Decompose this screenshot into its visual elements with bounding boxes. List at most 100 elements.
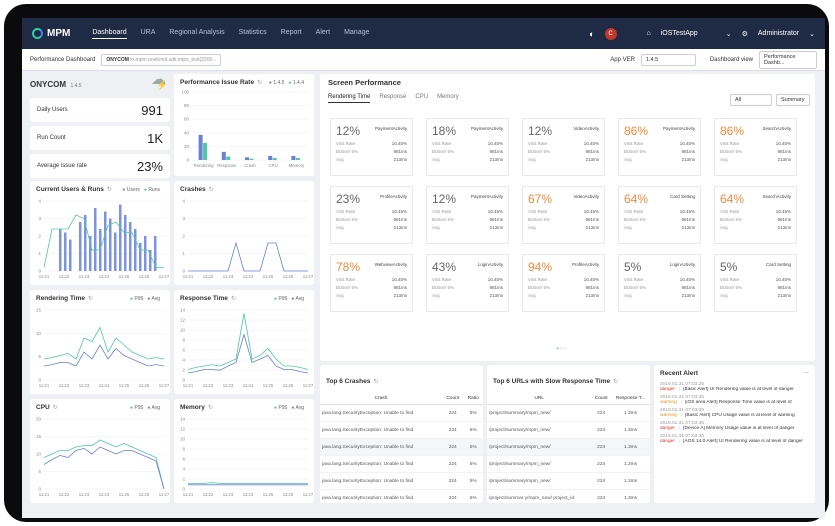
metric-value: 981ms	[777, 285, 791, 290]
appver-select[interactable]: 1.4.5	[640, 53, 696, 66]
screen-perf-title: Screen Performance	[328, 78, 401, 87]
table-row[interactable]: java.lang.SecurityException: Unable to f…	[320, 404, 483, 422]
cell-metric-row: Bottom 5% 981ms	[528, 149, 599, 154]
y-tick: 3	[38, 216, 41, 221]
brand-logo[interactable]: MPM	[32, 28, 70, 39]
table-row[interactable]: java.lang.SecurityException: Unable to f…	[320, 455, 483, 473]
legend-dot: ●	[130, 295, 135, 302]
cell-percent: 43%	[432, 260, 457, 274]
screen-perf-cell[interactable]: 23% ProfileActivity Visit Rate 10.45% Bottom…	[330, 186, 413, 244]
table-cell: 224	[591, 455, 612, 473]
shield-icon[interactable]: ◐	[589, 28, 595, 39]
cell-metric-row: Bottom 5% 981ms	[624, 285, 695, 290]
nav-item-manage[interactable]: Manage	[344, 28, 370, 36]
table-row[interactable]: java.lang.SecurityException: Unable to f…	[320, 421, 483, 439]
app-header: ONYCOM 1.4.5 ☁ ⚡	[30, 71, 170, 96]
nav-item-report[interactable]: Report	[280, 28, 302, 36]
more-icon[interactable]: ···	[803, 370, 809, 376]
dashview-select[interactable]: Performance Dashb...	[759, 50, 817, 69]
alert-item[interactable]: 2019.01.31 07:03:36 warning | [iOS area Ale…	[660, 395, 809, 405]
app-package-field[interactable]: ONYCOM io.mpm.oneknnd.sdk.mtps_test(2200…	[101, 53, 222, 66]
pagination-dots[interactable]: ●○○	[556, 346, 567, 352]
alert-item[interactable]: 2019.01.31 07:03:36 danger | [Basic Alert] …	[660, 382, 809, 392]
app-name: ONYCOM	[30, 80, 66, 89]
screen-perf-cell[interactable]: 86% SearchActivity Visit Rate 10.45% Bottom …	[714, 118, 797, 176]
cell-metric-row: Avg 213ms	[432, 293, 503, 298]
y-tick: 2	[182, 477, 185, 482]
screen-perf-cell[interactable]: 86% PaymentActivity Visit Rate 10.45% Bottom…	[618, 118, 701, 176]
refresh-icon[interactable]: ↻	[52, 405, 58, 411]
refresh-icon[interactable]: ↻	[373, 379, 379, 385]
alert-item[interactable]: 2019.01.31 07:03:36 danger | [AOS 14.0 Aler…	[660, 434, 809, 444]
refresh-icon[interactable]: ↻	[257, 80, 263, 86]
screen-perf-cell[interactable]: 78% WebviewActivity Visit Rate 10.45% Bottom…	[330, 254, 413, 312]
legend-dot: ●	[291, 404, 296, 411]
screen-perf-cell[interactable]: 12% PaymentActivity Visit Rate 10.45% Bottom…	[426, 186, 509, 244]
app-screen: MPM Dashboard URA Regional Analysis Statist…	[22, 18, 825, 518]
screen-perf-cell[interactable]: 64% Card Setting Visit Rate 10.45% Bottom 5%…	[618, 186, 701, 244]
screen-perf-cell[interactable]: 67% VideoActivity Visit Rate 10.45% Bottom 5…	[522, 186, 605, 244]
card-header: Crashes ↻	[180, 186, 308, 193]
metric-label: Avg	[432, 225, 440, 230]
table-row[interactable]: /project/summary/mpm_new/224 1.3ms	[487, 455, 650, 473]
user-menu[interactable]: Administrator	[757, 30, 800, 37]
table-cell: 1.3ms	[611, 455, 650, 473]
app-selector[interactable]: iOSTestApp	[660, 30, 698, 37]
chevron-down-icon[interactable]: ⌄	[725, 30, 732, 38]
table-cell: 5%	[463, 472, 483, 490]
nav-item-statistics[interactable]: Statistics	[238, 28, 267, 36]
metric-value: 981ms	[393, 149, 407, 154]
bar	[249, 158, 254, 160]
cell-metric-row: Visit Rate 10.45%	[720, 209, 791, 214]
table-row[interactable]: /project/summary/mpm_new/224 1.3ms	[487, 421, 650, 439]
refresh-icon[interactable]: ↻	[613, 379, 619, 385]
nav-item-dashboard[interactable]: Dashboard	[92, 29, 127, 39]
nav-item-regional-analysis[interactable]: Regional Analysis	[169, 28, 225, 36]
screen-perf-cell[interactable]: 64% SearchActivity Visit Rate 10.45% Bottom …	[714, 186, 797, 244]
card-header: CPU ↻ ● P95 ● Avg	[36, 404, 164, 411]
x-tick: 11:24	[99, 383, 110, 388]
series-line	[188, 482, 308, 484]
filter-select[interactable]: All	[730, 94, 772, 106]
x-tick: 11:21	[39, 492, 50, 497]
tab-memory[interactable]: Memory	[437, 94, 459, 100]
table-row[interactable]: /project/summary/mpm_new/224 1.3ms	[487, 404, 650, 422]
nav-item-ura[interactable]: URA	[140, 28, 156, 36]
table-row[interactable]: java.lang.SecurityException: Unable to f…	[320, 438, 483, 456]
gear-icon[interactable]: ⚙	[741, 30, 748, 38]
avatar[interactable]: C	[604, 27, 617, 40]
refresh-icon[interactable]: ↻	[106, 187, 112, 193]
refresh-icon[interactable]: ↻	[230, 296, 236, 302]
home-icon[interactable]: ⌂	[646, 30, 651, 37]
table-row[interactable]: /project/summary/mpm_new/224 1.3ms	[487, 438, 650, 456]
summary-button[interactable]: Summary	[776, 94, 810, 106]
refresh-icon[interactable]: ↻	[207, 405, 213, 411]
screen-perf-cell[interactable]: 5% Card Setting Visit Rate 10.45% Bottom 5% 9…	[714, 254, 797, 312]
screen-perf-cell[interactable]: 12% VideoActivity Visit Rate 10.45% Bottom 5…	[522, 118, 605, 176]
tab-cpu[interactable]: CPU	[415, 94, 429, 100]
bar	[104, 211, 107, 271]
alert-item[interactable]: 2019.01.31 07:03:36 warning | [Basic Alert]…	[660, 408, 809, 418]
x-tick: 11:25	[119, 274, 130, 279]
table-row[interactable]: java.lang.SecurityException: Unable to f…	[320, 472, 483, 490]
tab-rendering-time[interactable]: Rendering Time	[328, 94, 371, 103]
refresh-icon[interactable]: ↻	[88, 296, 94, 302]
screen-perf-cell[interactable]: 18% PaymentActivity Visit Rate 10.45% Bottom…	[426, 118, 509, 176]
screen-perf-cell[interactable]: 94% ProfileActivity Visit Rate 10.45% Bottom…	[522, 254, 605, 312]
metric-value: 981ms	[681, 285, 695, 290]
table-cell: 1.3ms	[611, 438, 650, 456]
tab-response[interactable]: Response	[379, 94, 407, 100]
screen-perf-cell[interactable]: 5% LoginActivity Visit Rate 10.45% Bottom 5%…	[618, 254, 701, 312]
x-tick: 11:22	[203, 492, 214, 497]
screen-perf-cell[interactable]: 12% PaymentActivity Visit Rate 10.45% Bottom…	[330, 118, 413, 176]
chevron-down-icon[interactable]: ⌄	[809, 30, 815, 38]
refresh-icon[interactable]: ↻	[208, 187, 214, 193]
screen-perf-cell[interactable]: 43% LoginActivity Visit Rate 10.45% Bottom 5…	[426, 254, 509, 312]
metric-label: Avg	[624, 157, 632, 162]
y-tick: 6	[182, 348, 185, 353]
nav-item-alert[interactable]: Alert	[315, 28, 331, 36]
table-row[interactable]: /project/summary/mpm_new/224 1.3ms	[487, 472, 650, 490]
table-row[interactable]: /project/summar y/mpm_new/ project_id 224…	[487, 489, 650, 507]
table-row[interactable]: java.lang.SecurityException: Unable to f…	[320, 489, 483, 507]
alert-item[interactable]: 2019.01.31 07:03:36 danger | [Device A] Mem…	[660, 421, 809, 431]
